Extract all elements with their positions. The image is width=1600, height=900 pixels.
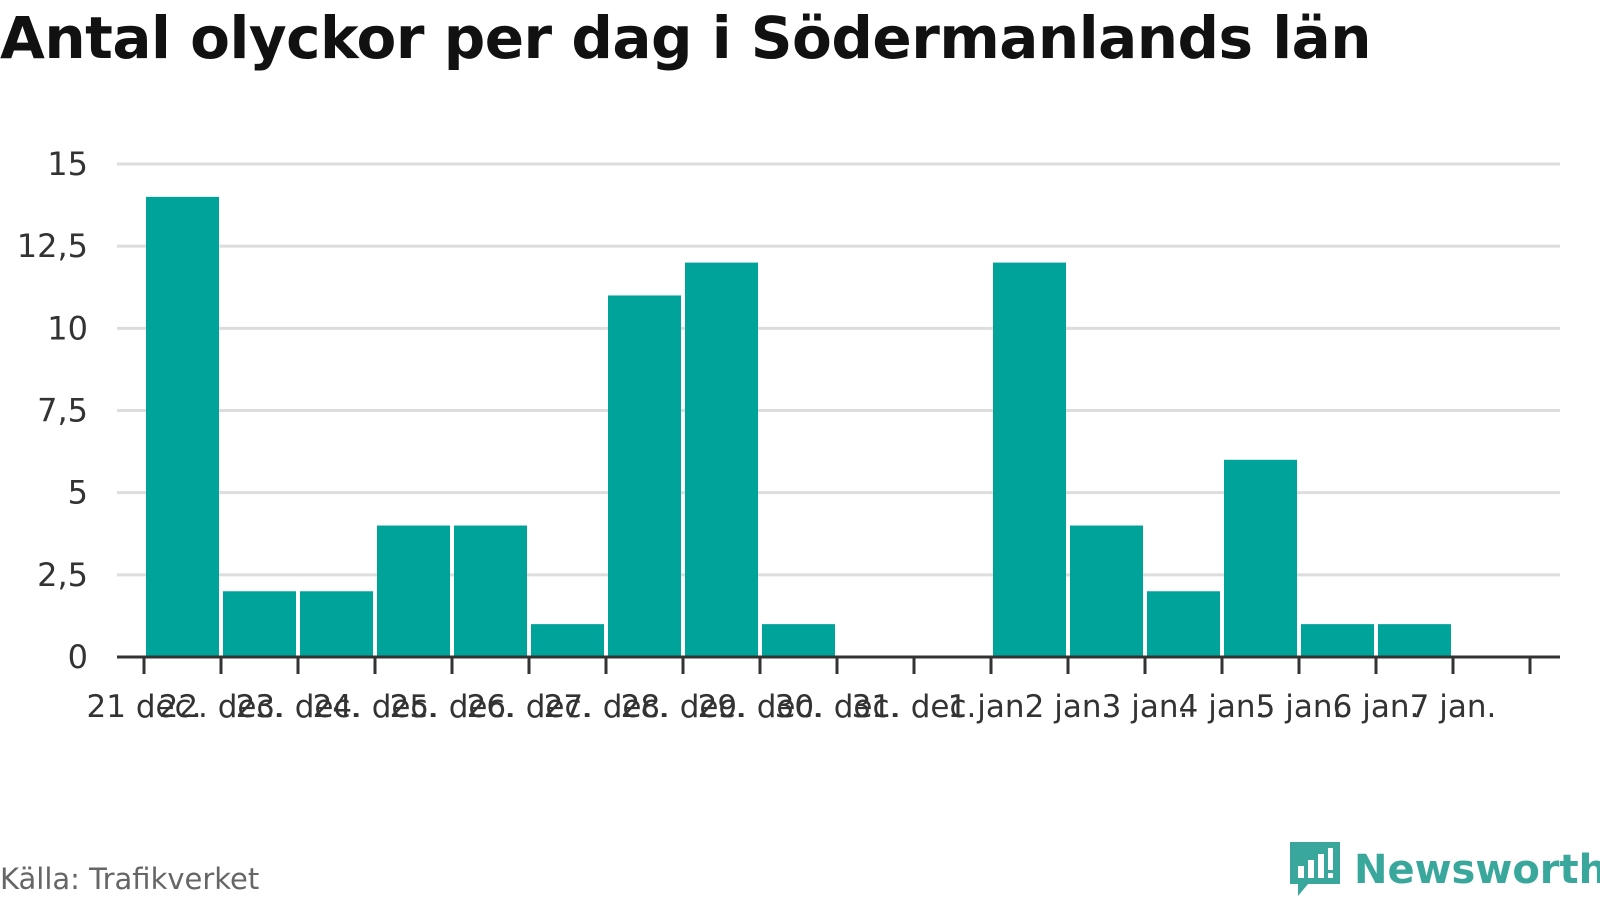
brand-name: Newsworthy (1354, 847, 1600, 893)
x-tick-label: 28. dec. (621, 689, 746, 725)
x-tick-label: 1 jan. (948, 689, 1035, 725)
bar (146, 196, 219, 657)
bar (223, 591, 296, 657)
bar (1147, 591, 1220, 657)
x-tick-label: 6 jan. (1333, 689, 1420, 725)
y-tick-label: 15 (47, 145, 88, 183)
x-tick-label: 25. dec. (390, 689, 515, 725)
brand-logo: Newsworthy (1290, 842, 1600, 898)
x-tick-label: 7 jan. (1410, 689, 1497, 725)
y-tick-label: 10 (47, 309, 88, 347)
x-tick-label: 24. dec. (313, 689, 438, 725)
y-tick-label: 7,5 (37, 392, 88, 430)
x-tick-label: 2 jan. (1025, 689, 1112, 725)
bar (1378, 624, 1451, 657)
bar (1301, 624, 1374, 657)
bar (531, 624, 604, 657)
bar (454, 525, 527, 657)
bar (608, 295, 681, 657)
bar (300, 591, 373, 657)
bar (1224, 459, 1297, 657)
y-tick-label: 0 (68, 638, 88, 676)
bar (685, 262, 758, 657)
newsworthy-logo-icon (1290, 842, 1340, 896)
source-note: Källa: Trafikverket (0, 862, 260, 896)
x-tick-label: 22. dec. (159, 689, 284, 725)
bar-series (146, 196, 1451, 657)
bar (1070, 525, 1143, 657)
x-tick-label: 21 dec. (87, 689, 202, 725)
x-axis-tick-labels: 21 dec.22. dec.23. dec.24. dec.25. dec.2… (87, 689, 1497, 725)
bar (377, 525, 450, 657)
bar (993, 262, 1066, 657)
grid-lines (117, 162, 1560, 577)
x-tick-label: 26. dec. (467, 689, 592, 725)
x-axis (117, 655, 1560, 674)
x-tick-label: 3 jan. (1102, 689, 1189, 725)
x-tick-label: 4 jan. (1179, 689, 1266, 725)
x-tick-label: 5 jan. (1256, 689, 1343, 725)
y-tick-label: 5 (68, 474, 88, 512)
y-axis-tick-labels: 0 2,5 5 7,5 10 12,5 15 (17, 145, 88, 676)
x-tick-label: 27. dec. (544, 689, 669, 725)
y-tick-label: 2,5 (37, 556, 88, 594)
x-tick-label: 23. dec. (236, 689, 361, 725)
x-tick-label: 29. dec. (698, 689, 823, 725)
x-tick-label: 31. dec. (852, 689, 977, 725)
chart-title: Antal olyckor per dag i Södermanlands lä… (0, 4, 1372, 72)
y-tick-label: 12,5 (17, 227, 88, 265)
x-tick-label: 30. dec. (775, 689, 900, 725)
bar (762, 624, 835, 657)
